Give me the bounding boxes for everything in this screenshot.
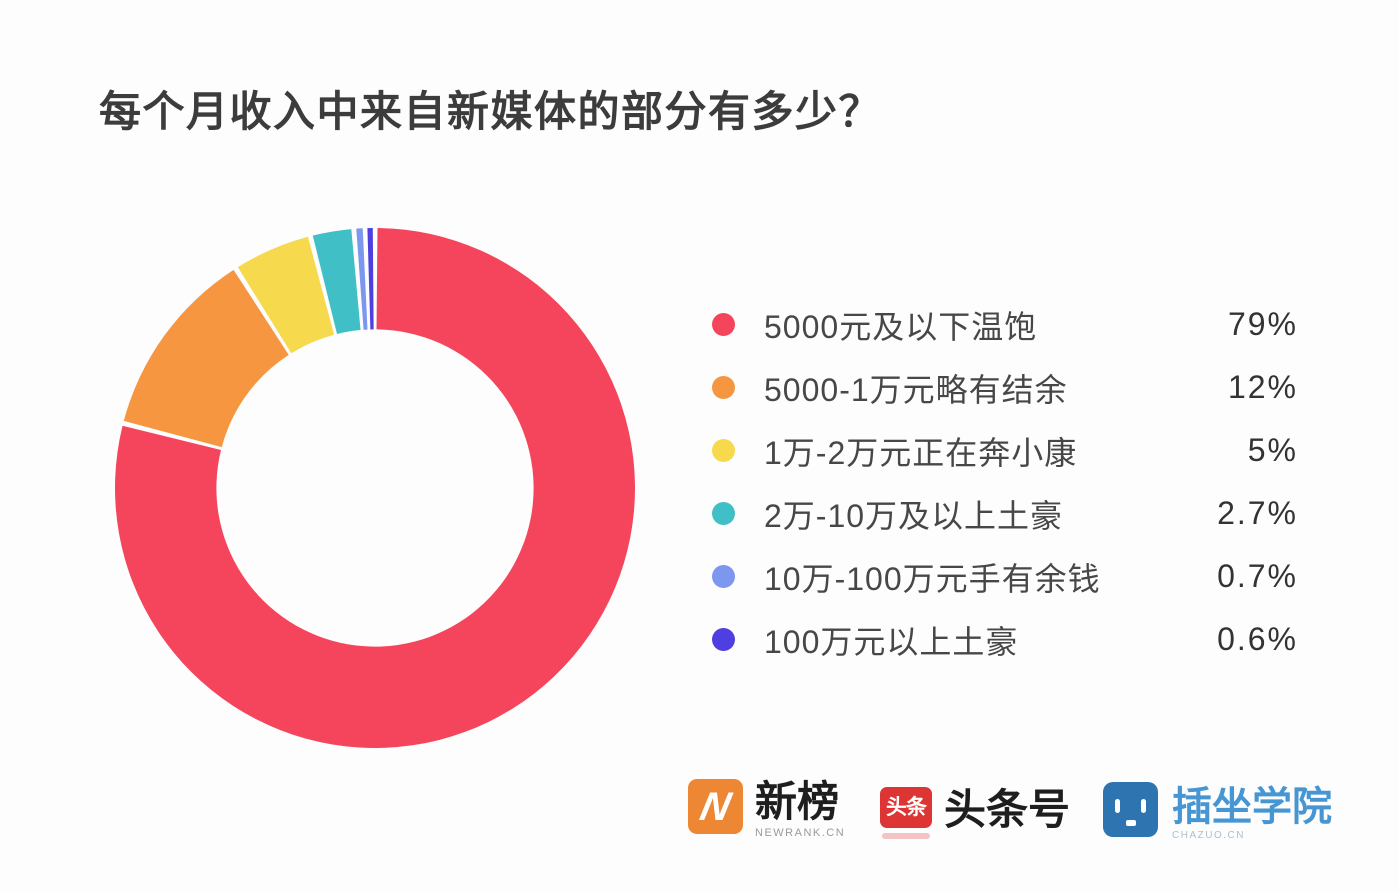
donut-segment-0 <box>115 228 636 748</box>
chart-title: 每个月收入中来自新媒体的部分有多少？ <box>99 88 883 135</box>
brand-chazuo: 插坐学院 CHAZUO.CN <box>1103 779 1332 841</box>
legend-item-4: 10万-100万元手有余钱 0.7% <box>712 545 1298 608</box>
legend-percentage: 12% <box>1227 369 1298 405</box>
legend-label: 5000-1万元略有结余 <box>764 371 1068 408</box>
legend-percentage: 0.7% <box>1217 558 1298 594</box>
donut-segment-1 <box>123 269 289 448</box>
legend-percentage: 79% <box>1227 306 1298 342</box>
toutiao-icon-text: 头条 <box>886 796 927 819</box>
chazuo-logo-icon <box>1103 782 1158 837</box>
legend-color-dot <box>712 313 735 336</box>
legend-label: 2万-10万及以上土豪 <box>764 497 1064 534</box>
donut-segment-4 <box>356 228 368 330</box>
legend-label: 1万-2万元正在奔小康 <box>764 434 1078 471</box>
legend-color-dot <box>712 565 735 588</box>
chazuo-subtext: CHAZUO.CN <box>1172 830 1245 841</box>
chazuo-name: 插坐学院 <box>1172 785 1332 829</box>
chart-legend: 5000元及以下温饱 79% 5000-1万元略有结余 12% 1万-2万元正在奔小康 5… <box>712 293 1298 671</box>
legend-item-1: 5000-1万元略有结余 12% <box>712 356 1298 419</box>
donut-chart <box>115 228 636 748</box>
toutiao-subtext-smudge <box>882 833 930 839</box>
newrank-logo-icon: N <box>688 779 743 834</box>
newrank-name: 新榜 <box>755 778 840 825</box>
donut-segment-5 <box>367 228 374 330</box>
chazuo-face-right-eye <box>1141 799 1146 813</box>
legend-label: 100万元以上土豪 <box>764 623 1019 660</box>
legend-item-2: 1万-2万元正在奔小康 5% <box>712 419 1298 482</box>
legend-item-5: 100万元以上土豪 0.6% <box>712 608 1298 671</box>
toutiao-logo-icon: 头条 <box>880 787 932 828</box>
legend-label: 10万-100万元手有余钱 <box>764 560 1101 597</box>
donut-segment-3 <box>312 229 361 335</box>
legend-item-0: 5000元及以下温饱 79% <box>712 293 1298 356</box>
legend-label: 5000元及以下温饱 <box>764 308 1038 345</box>
legend-color-dot <box>712 628 735 651</box>
legend-percentage: 2.7% <box>1217 495 1298 531</box>
newrank-n-glyph: N <box>696 784 735 829</box>
brand-toutiao: 头条 头条号 <box>880 779 1070 839</box>
chazuo-face-mouth <box>1125 820 1136 826</box>
legend-color-dot <box>712 502 735 525</box>
legend-percentage: 5% <box>1247 432 1298 468</box>
legend-color-dot <box>712 439 735 462</box>
donut-segment-2 <box>237 236 335 354</box>
chazuo-face-left-eye <box>1115 799 1120 813</box>
legend-item-3: 2万-10万及以上土豪 2.7% <box>712 482 1298 545</box>
legend-percentage: 0.6% <box>1217 621 1298 657</box>
newrank-subtext: NEWRANK.CN <box>755 827 846 839</box>
legend-color-dot <box>712 376 735 399</box>
toutiao-name: 头条号 <box>944 786 1071 833</box>
brand-newrank: N 新榜 NEWRANK.CN <box>688 779 845 839</box>
